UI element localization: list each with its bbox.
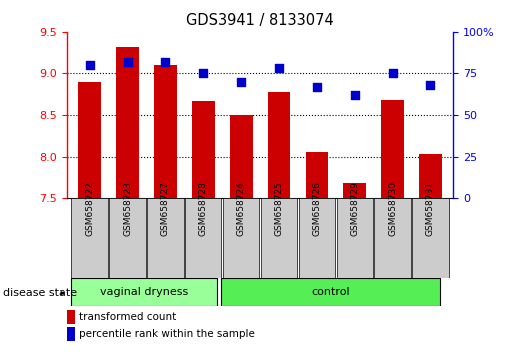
FancyBboxPatch shape (72, 198, 108, 278)
FancyBboxPatch shape (374, 198, 411, 278)
Bar (419, 154, 442, 198)
Text: GSM658729: GSM658729 (350, 182, 359, 236)
FancyBboxPatch shape (337, 198, 373, 278)
Text: GSM658722: GSM658722 (85, 182, 94, 236)
Text: GSM658731: GSM658731 (426, 182, 435, 236)
FancyBboxPatch shape (413, 198, 449, 278)
Text: control: control (311, 287, 350, 297)
Text: GSM658726: GSM658726 (313, 182, 321, 236)
Point (313, 84, 321, 90)
Text: GSM658728: GSM658728 (199, 182, 208, 236)
Text: transformed count: transformed count (79, 312, 177, 322)
Point (199, 71, 208, 76)
Bar (67, 327, 75, 341)
Bar (154, 65, 177, 198)
FancyBboxPatch shape (109, 198, 146, 278)
Bar (230, 115, 252, 198)
Bar (67, 310, 75, 324)
Point (124, 59, 132, 65)
FancyArrowPatch shape (61, 291, 65, 295)
Bar (305, 153, 328, 198)
Text: percentile rank within the sample: percentile rank within the sample (79, 329, 255, 339)
Point (85, 62, 94, 68)
FancyBboxPatch shape (72, 278, 217, 306)
Text: GSM658725: GSM658725 (274, 182, 284, 236)
Bar (78, 82, 101, 198)
Bar (268, 92, 290, 198)
Text: GSM658727: GSM658727 (161, 182, 170, 236)
Text: vaginal dryness: vaginal dryness (100, 287, 188, 297)
FancyBboxPatch shape (223, 198, 260, 278)
FancyBboxPatch shape (185, 198, 221, 278)
Point (275, 65, 283, 71)
FancyBboxPatch shape (221, 278, 440, 306)
FancyBboxPatch shape (147, 198, 183, 278)
Point (161, 59, 169, 65)
Bar (192, 101, 215, 198)
Text: GSM658723: GSM658723 (123, 182, 132, 236)
FancyBboxPatch shape (299, 198, 335, 278)
Point (237, 79, 245, 85)
Text: GSM658724: GSM658724 (236, 182, 246, 236)
Point (351, 92, 359, 98)
Text: disease state: disease state (3, 288, 77, 298)
Bar (116, 47, 139, 198)
Bar (381, 100, 404, 198)
Title: GDS3941 / 8133074: GDS3941 / 8133074 (186, 13, 334, 28)
Bar (344, 183, 366, 198)
Text: GSM658730: GSM658730 (388, 182, 397, 236)
Point (388, 71, 397, 76)
FancyBboxPatch shape (261, 198, 297, 278)
Point (426, 82, 435, 88)
